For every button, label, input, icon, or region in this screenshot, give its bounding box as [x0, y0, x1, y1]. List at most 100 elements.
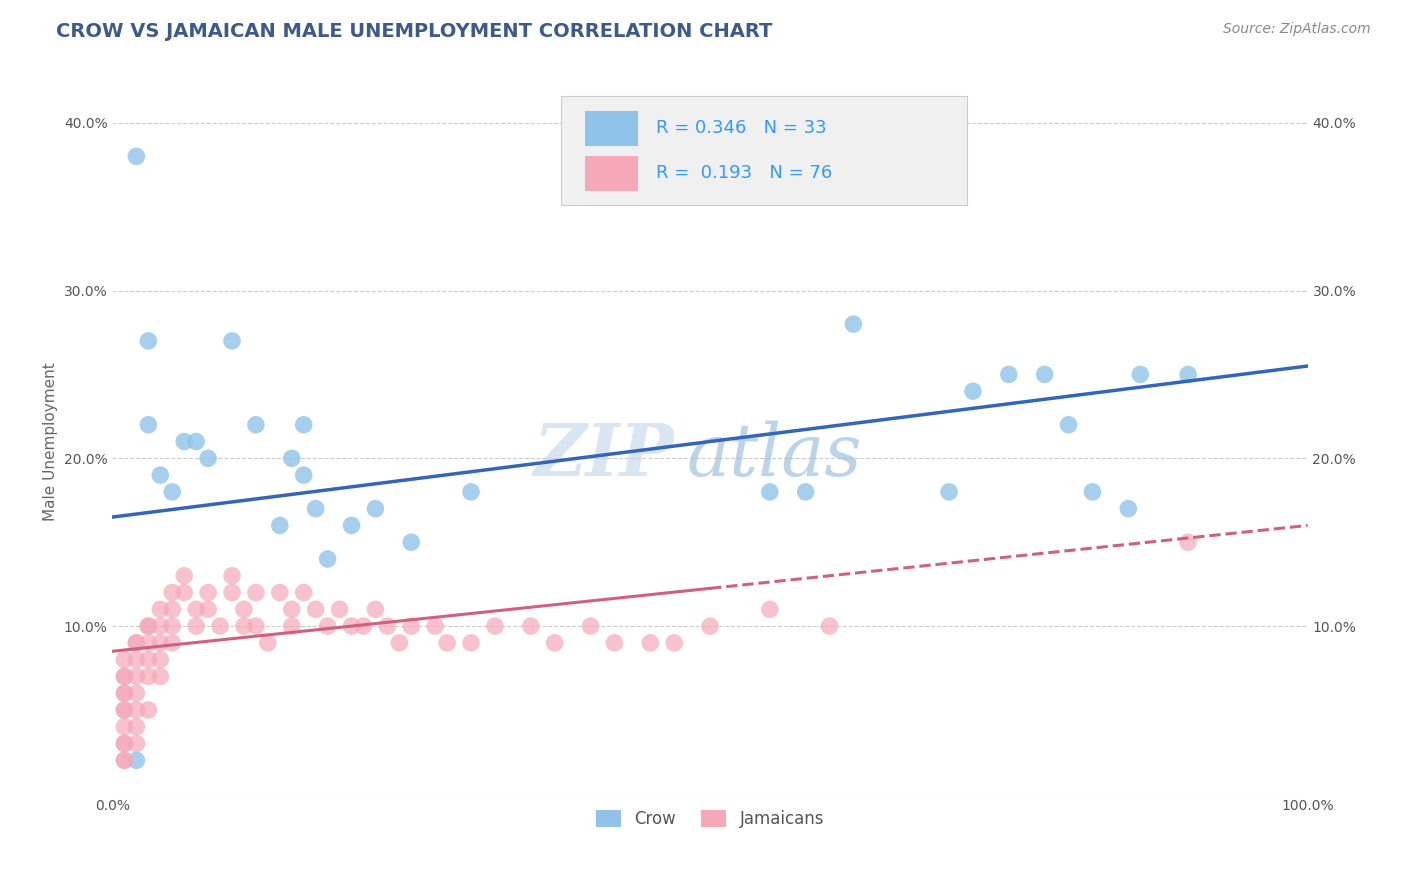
Point	[938, 484, 960, 499]
Point	[114, 703, 135, 717]
Point	[1177, 535, 1199, 549]
Point	[197, 451, 219, 466]
Point	[1057, 417, 1080, 432]
Point	[842, 317, 865, 331]
Point	[162, 636, 183, 650]
Point	[114, 669, 135, 683]
Point	[1118, 501, 1140, 516]
Point	[197, 602, 219, 616]
Point	[340, 619, 363, 633]
Point	[173, 568, 195, 582]
Point	[1129, 368, 1152, 382]
Point	[138, 417, 160, 432]
Point	[162, 484, 183, 499]
Point	[125, 636, 148, 650]
Point	[305, 602, 328, 616]
Point	[245, 585, 267, 599]
Point	[579, 619, 602, 633]
Text: atlas: atlas	[686, 420, 862, 491]
Point	[114, 720, 135, 734]
Point	[401, 535, 423, 549]
Point	[186, 619, 208, 633]
Point	[173, 434, 195, 449]
Point	[353, 619, 375, 633]
Point	[114, 653, 135, 667]
FancyBboxPatch shape	[561, 96, 967, 205]
Point	[699, 619, 721, 633]
Point	[962, 384, 984, 399]
Point	[114, 669, 135, 683]
Point	[221, 585, 243, 599]
Point	[388, 636, 411, 650]
Point	[484, 619, 506, 633]
Point	[186, 434, 208, 449]
Point	[664, 636, 686, 650]
Point	[125, 149, 148, 163]
Point	[125, 737, 148, 751]
Text: R =  0.193   N = 76: R = 0.193 N = 76	[657, 164, 832, 182]
Point	[245, 417, 267, 432]
Point	[114, 753, 135, 767]
Point	[759, 602, 782, 616]
Point	[125, 686, 148, 700]
Point	[364, 602, 387, 616]
Point	[114, 703, 135, 717]
Text: R = 0.346   N = 33: R = 0.346 N = 33	[657, 120, 827, 137]
Point	[125, 653, 148, 667]
Point	[125, 753, 148, 767]
Point	[1081, 484, 1104, 499]
Point	[998, 368, 1021, 382]
Point	[149, 653, 172, 667]
FancyBboxPatch shape	[585, 156, 638, 191]
Point	[138, 703, 160, 717]
Point	[162, 602, 183, 616]
Point	[292, 585, 315, 599]
Point	[460, 484, 482, 499]
Point	[221, 334, 243, 348]
Point	[138, 636, 160, 650]
Point	[257, 636, 280, 650]
Point	[114, 686, 135, 700]
Point	[759, 484, 782, 499]
Point	[138, 334, 160, 348]
Point	[138, 653, 160, 667]
Point	[162, 585, 183, 599]
Point	[114, 753, 135, 767]
FancyBboxPatch shape	[585, 111, 638, 146]
Point	[233, 602, 256, 616]
Point	[292, 417, 315, 432]
Point	[1177, 368, 1199, 382]
Point	[125, 669, 148, 683]
Point	[173, 585, 195, 599]
Point	[316, 552, 339, 566]
Point	[149, 468, 172, 483]
Point	[114, 686, 135, 700]
Point	[401, 619, 423, 633]
Point	[794, 484, 817, 499]
Point	[1033, 368, 1056, 382]
Point	[138, 619, 160, 633]
Point	[162, 619, 183, 633]
Point	[114, 737, 135, 751]
Text: ZIP: ZIP	[533, 420, 675, 491]
Point	[138, 619, 160, 633]
Point	[138, 669, 160, 683]
Point	[197, 585, 219, 599]
Point	[460, 636, 482, 650]
Point	[640, 636, 662, 650]
Point	[149, 636, 172, 650]
Point	[364, 501, 387, 516]
Point	[425, 619, 447, 633]
Point	[281, 451, 304, 466]
Point	[149, 619, 172, 633]
Point	[818, 619, 841, 633]
Point	[436, 636, 458, 650]
Point	[520, 619, 543, 633]
Point	[233, 619, 256, 633]
Point	[292, 468, 315, 483]
Point	[603, 636, 626, 650]
Text: Source: ZipAtlas.com: Source: ZipAtlas.com	[1223, 22, 1371, 37]
Point	[340, 518, 363, 533]
Point	[269, 518, 291, 533]
Point	[125, 720, 148, 734]
